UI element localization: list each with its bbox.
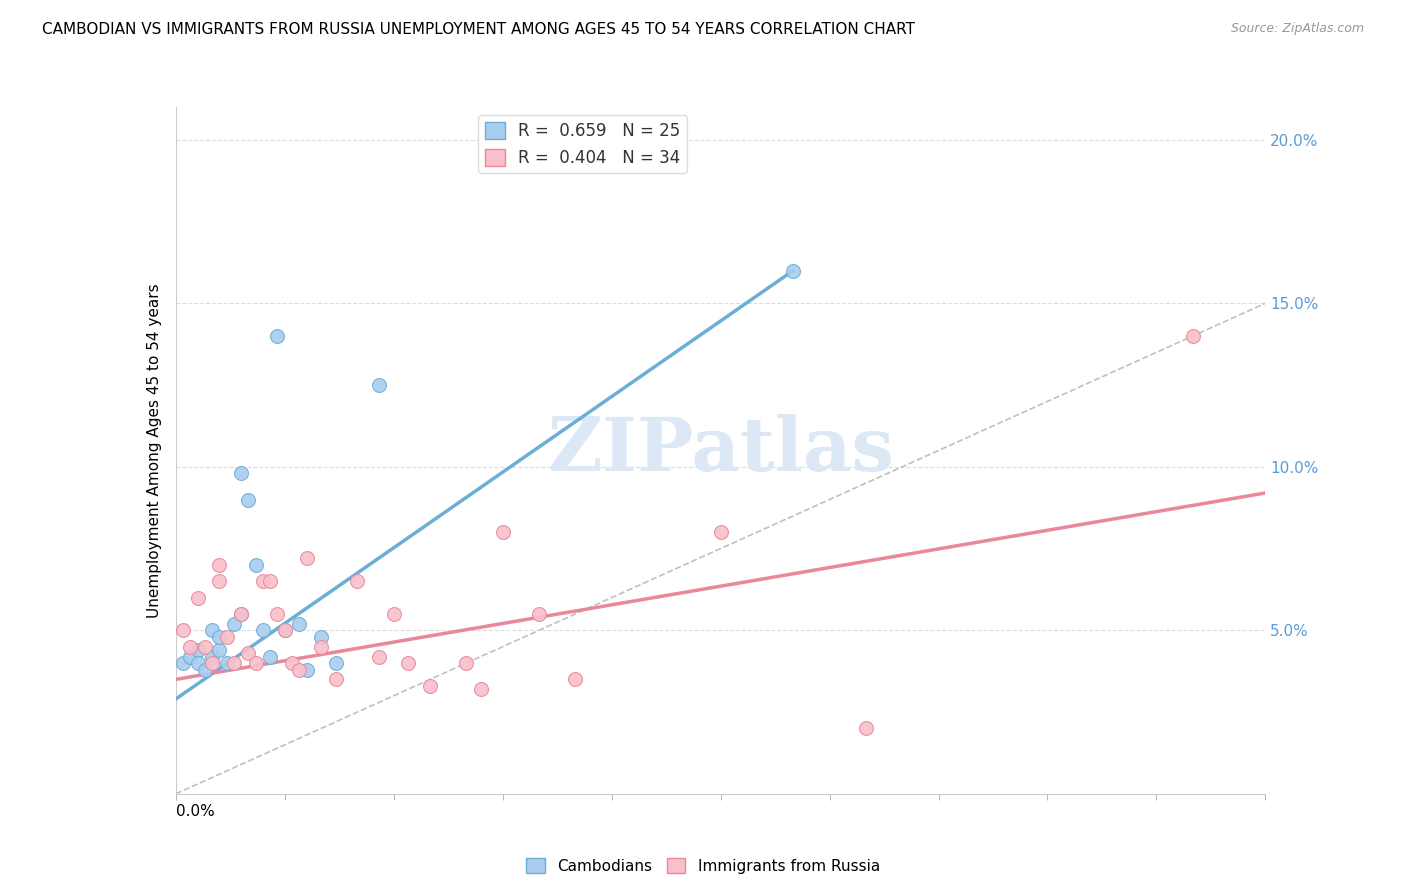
Point <box>252 574 274 589</box>
Point <box>231 467 253 481</box>
Point <box>172 656 194 670</box>
Point <box>782 263 804 277</box>
Point <box>266 607 288 621</box>
Point <box>456 656 478 670</box>
Text: 0.0%: 0.0% <box>176 805 215 819</box>
Point <box>368 649 391 664</box>
Point <box>419 679 441 693</box>
Point <box>527 607 550 621</box>
Point <box>325 656 347 670</box>
Point <box>201 649 224 664</box>
Point <box>1181 329 1204 343</box>
Y-axis label: Unemployment Among Ages 45 to 54 years: Unemployment Among Ages 45 to 54 years <box>146 283 162 618</box>
Point <box>288 616 311 631</box>
Point <box>710 525 733 540</box>
Point <box>492 525 515 540</box>
Point <box>295 551 318 566</box>
Point <box>274 624 297 638</box>
Point <box>194 663 217 677</box>
Point <box>222 656 245 670</box>
Point <box>281 656 304 670</box>
Point <box>470 682 492 697</box>
Point <box>208 630 231 644</box>
Point <box>186 591 209 605</box>
Point <box>252 624 274 638</box>
Point <box>564 673 586 687</box>
Text: CAMBODIAN VS IMMIGRANTS FROM RUSSIA UNEMPLOYMENT AMONG AGES 45 TO 54 YEARS CORRE: CAMBODIAN VS IMMIGRANTS FROM RUSSIA UNEM… <box>42 22 915 37</box>
Point <box>855 722 877 736</box>
Point <box>325 673 347 687</box>
Point <box>208 643 231 657</box>
Point <box>222 616 245 631</box>
Text: ZIPatlas: ZIPatlas <box>547 414 894 487</box>
Point <box>259 574 281 589</box>
Point <box>288 663 311 677</box>
Point <box>231 607 253 621</box>
Point <box>274 624 297 638</box>
Point <box>179 649 201 664</box>
Point <box>245 656 267 670</box>
Point <box>309 640 332 654</box>
Point <box>231 607 253 621</box>
Text: Source: ZipAtlas.com: Source: ZipAtlas.com <box>1230 22 1364 36</box>
Point <box>215 630 238 644</box>
Point <box>382 607 405 621</box>
Point <box>368 378 391 392</box>
Point <box>259 649 281 664</box>
Point <box>245 558 267 572</box>
Point <box>172 624 194 638</box>
Point <box>215 656 238 670</box>
Point <box>309 630 332 644</box>
Point <box>238 646 260 660</box>
Point <box>186 656 209 670</box>
Point <box>266 329 288 343</box>
Point <box>238 492 260 507</box>
Point <box>208 558 231 572</box>
Point <box>194 640 217 654</box>
Point <box>346 574 368 589</box>
Point <box>208 574 231 589</box>
Point <box>201 624 224 638</box>
Legend: R =  0.659   N = 25, R =  0.404   N = 34: R = 0.659 N = 25, R = 0.404 N = 34 <box>478 115 688 173</box>
Point <box>396 656 419 670</box>
Point <box>186 643 209 657</box>
Point <box>201 656 224 670</box>
Point <box>179 640 201 654</box>
Point <box>295 663 318 677</box>
Legend: Cambodians, Immigrants from Russia: Cambodians, Immigrants from Russia <box>520 852 886 880</box>
